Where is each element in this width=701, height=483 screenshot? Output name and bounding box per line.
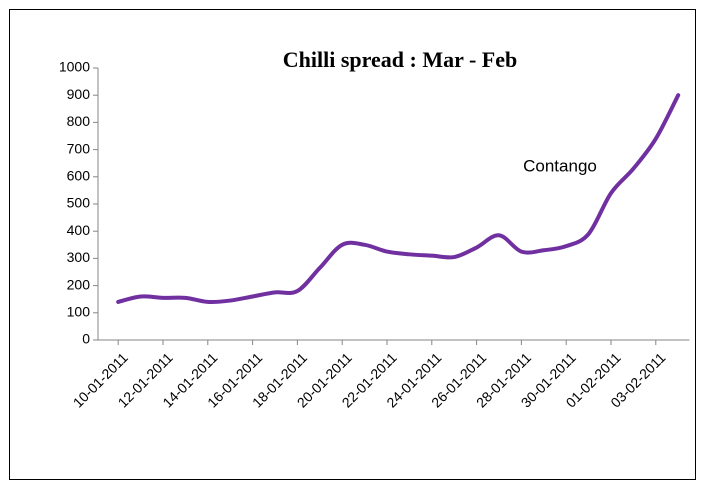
y-tick-label: 0 bbox=[82, 331, 90, 347]
y-tick-label: 200 bbox=[67, 276, 91, 292]
y-tick-label: 700 bbox=[67, 140, 91, 156]
chart-title: Chilli spread : Mar - Feb bbox=[283, 47, 517, 72]
y-tick-label: 100 bbox=[67, 304, 91, 320]
y-tick-label: 500 bbox=[67, 195, 91, 211]
annotation: Contango bbox=[523, 156, 597, 175]
y-tick-label: 900 bbox=[67, 86, 91, 102]
series-line bbox=[116, 93, 681, 305]
y-tick-label: 300 bbox=[67, 249, 91, 265]
y-tick-label: 800 bbox=[67, 113, 91, 129]
y-tick-label: 1000 bbox=[59, 59, 90, 75]
y-tick-label: 400 bbox=[67, 222, 91, 238]
y-tick-label: 600 bbox=[67, 168, 91, 184]
